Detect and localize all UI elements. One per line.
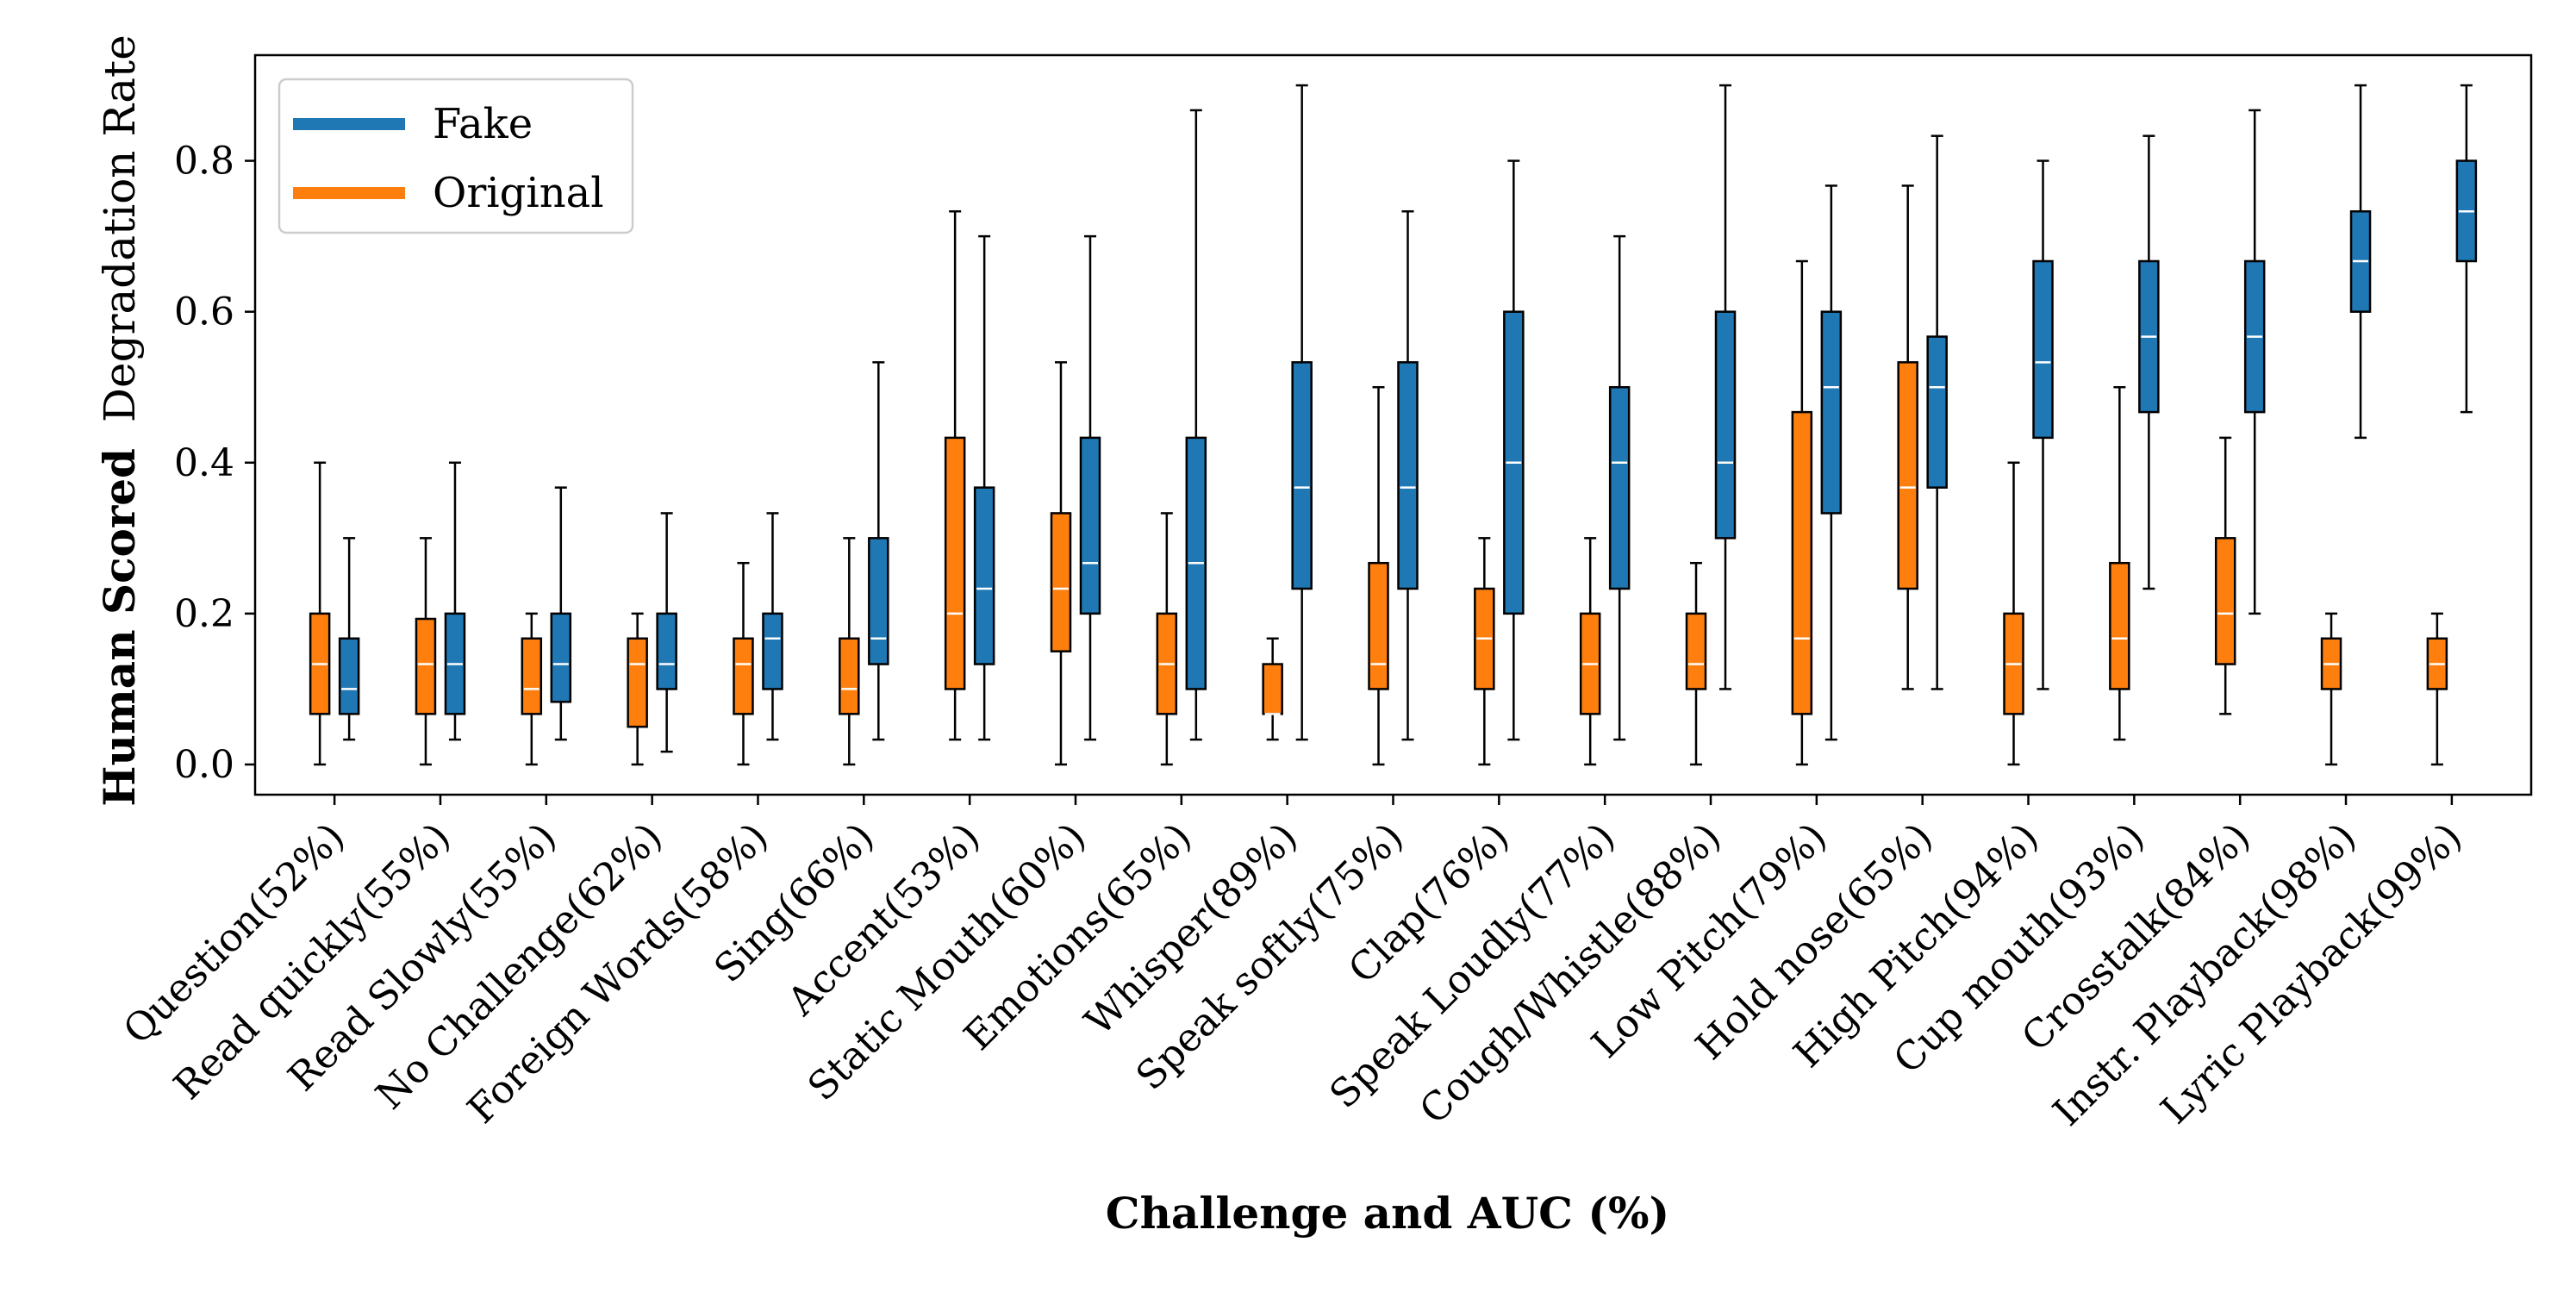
original-box xyxy=(1156,512,1178,766)
original-box xyxy=(1050,361,1072,766)
fake-box xyxy=(2032,159,2054,690)
legend-label-original: Original xyxy=(433,169,604,217)
fake-box xyxy=(1397,209,1419,741)
original-box xyxy=(1791,259,1813,766)
fake-box xyxy=(656,512,677,753)
original-iqr-box xyxy=(627,637,648,728)
fake-iqr-box xyxy=(1397,361,1419,590)
original-box xyxy=(944,209,966,741)
fake-iqr-box xyxy=(656,612,677,690)
y-tick-label: 0.6 xyxy=(174,290,234,334)
fake-box xyxy=(2455,84,2478,414)
fake-box xyxy=(1608,234,1631,741)
fake-box xyxy=(1291,84,1313,741)
fake-box xyxy=(1926,134,1948,690)
original-box xyxy=(309,461,331,766)
legend: Fake Original xyxy=(278,78,634,234)
original-box xyxy=(415,537,437,766)
original-box xyxy=(521,612,543,766)
original-box xyxy=(1897,184,1918,690)
fake-iqr-box xyxy=(1079,436,1101,615)
original-iqr-box xyxy=(1685,612,1707,690)
original-box xyxy=(1685,561,1707,766)
fake-iqr-box xyxy=(1820,310,1843,515)
original-iqr-box xyxy=(839,637,860,715)
fake-iqr-box xyxy=(762,612,783,690)
original-iqr-box xyxy=(521,637,543,715)
original-box xyxy=(2426,612,2448,766)
fake-iqr-box xyxy=(868,537,889,665)
fake-iqr-box xyxy=(1608,385,1631,590)
original-box xyxy=(2109,385,2130,741)
fake-iqr-box xyxy=(1926,335,1948,489)
original-iqr-box xyxy=(733,637,754,715)
original-box xyxy=(2214,436,2236,715)
y-tick-label: 0.8 xyxy=(174,140,234,184)
fake-box xyxy=(1503,159,1525,741)
original-iqr-box xyxy=(415,617,437,715)
fake-box xyxy=(338,537,360,741)
original-iqr-box xyxy=(1791,410,1813,715)
fake-box xyxy=(1714,84,1737,690)
fake-box xyxy=(973,234,995,741)
fake-box xyxy=(762,512,783,741)
original-iqr-box xyxy=(1262,663,1283,715)
original-iqr-box xyxy=(1050,512,1072,652)
original-box xyxy=(1368,385,1389,766)
fake-box xyxy=(1079,234,1101,741)
boxes-group xyxy=(309,84,2478,766)
fake-iqr-box xyxy=(1291,361,1313,590)
original-iqr-box xyxy=(1897,361,1918,590)
fake-iqr-box xyxy=(550,612,572,703)
original-box xyxy=(627,612,648,766)
y-tick-label: 0.0 xyxy=(174,743,234,787)
original-iqr-box xyxy=(2109,561,2130,690)
y-axis-title-rest: Degradation Rate xyxy=(95,34,145,422)
fake-box xyxy=(1820,184,1843,741)
y-tick-label: 0.2 xyxy=(174,592,234,636)
fake-box xyxy=(868,361,889,741)
original-iqr-box xyxy=(1368,561,1389,690)
fake-iqr-box xyxy=(338,637,360,715)
fake-box xyxy=(444,461,466,741)
fake-iqr-box xyxy=(1714,310,1737,540)
fake-box xyxy=(2243,109,2266,615)
fake-box xyxy=(2349,84,2372,440)
original-box xyxy=(839,537,860,766)
legend-label-fake: Fake xyxy=(433,100,533,148)
fake-iqr-box xyxy=(973,486,995,665)
fake-box xyxy=(550,486,572,741)
original-box xyxy=(2003,461,2024,766)
original-box xyxy=(1262,637,1283,741)
original-box xyxy=(2320,612,2342,766)
y-axis-title-bold: Human Scored xyxy=(94,448,145,807)
x-axis-title: Challenge and AUC (%) xyxy=(1106,1188,1669,1239)
fake-box xyxy=(1185,109,1207,741)
y-axis-title: Human Scored Degradation Rate xyxy=(94,34,145,806)
original-box xyxy=(733,561,754,766)
fake-iqr-box xyxy=(2032,259,2054,440)
fake-box xyxy=(2138,134,2160,590)
original-box xyxy=(1579,537,1601,766)
y-tick-label: 0.4 xyxy=(174,441,234,485)
original-iqr-box xyxy=(2214,537,2236,665)
original-box xyxy=(1474,537,1495,766)
original-iqr-box xyxy=(944,436,966,690)
